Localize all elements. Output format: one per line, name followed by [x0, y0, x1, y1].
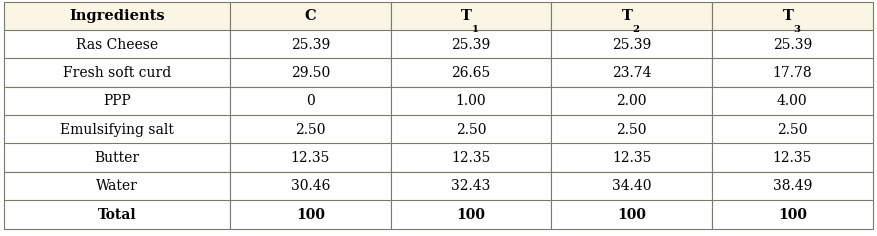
- Text: 1.00: 1.00: [456, 94, 487, 108]
- Bar: [230, 172, 391, 201]
- Bar: [4, 59, 230, 87]
- Bar: [552, 115, 712, 144]
- Text: 3: 3: [793, 25, 800, 34]
- Bar: [391, 172, 552, 201]
- Text: 25.39: 25.39: [773, 38, 812, 52]
- Text: Ingredients: Ingredients: [69, 9, 165, 23]
- Text: 17.78: 17.78: [773, 66, 812, 80]
- Text: 2.50: 2.50: [617, 122, 647, 137]
- Bar: [712, 172, 873, 201]
- Bar: [4, 30, 230, 59]
- Bar: [552, 2, 712, 31]
- Bar: [230, 59, 391, 87]
- Text: 25.39: 25.39: [291, 38, 330, 52]
- Text: 12.35: 12.35: [773, 151, 812, 165]
- Text: 2.50: 2.50: [296, 122, 325, 137]
- Bar: [552, 172, 712, 201]
- Bar: [391, 87, 552, 116]
- Bar: [712, 143, 873, 172]
- Text: Water: Water: [96, 179, 139, 193]
- Text: 23.74: 23.74: [612, 66, 652, 80]
- Bar: [391, 143, 552, 172]
- Text: 100: 100: [457, 207, 486, 222]
- Bar: [4, 2, 230, 31]
- Text: 2: 2: [632, 25, 639, 34]
- Bar: [552, 143, 712, 172]
- Text: 4.00: 4.00: [777, 94, 808, 108]
- Bar: [712, 115, 873, 144]
- Bar: [4, 172, 230, 201]
- Text: 12.35: 12.35: [612, 151, 652, 165]
- Text: Fresh soft curd: Fresh soft curd: [63, 66, 171, 80]
- Bar: [230, 87, 391, 116]
- Text: 12.35: 12.35: [291, 151, 330, 165]
- Text: Total: Total: [98, 207, 137, 222]
- Bar: [552, 200, 712, 229]
- Text: Ras Cheese: Ras Cheese: [76, 38, 159, 52]
- Text: 32.43: 32.43: [452, 179, 491, 193]
- Text: 34.40: 34.40: [612, 179, 652, 193]
- Bar: [391, 30, 552, 59]
- Bar: [391, 2, 552, 31]
- Text: PPP: PPP: [103, 94, 132, 108]
- Text: 0: 0: [306, 94, 315, 108]
- Text: 25.39: 25.39: [452, 38, 491, 52]
- Text: 25.39: 25.39: [612, 38, 652, 52]
- Text: Emulsifying salt: Emulsifying salt: [61, 122, 175, 137]
- Text: 2.00: 2.00: [617, 94, 647, 108]
- Bar: [712, 59, 873, 87]
- Bar: [391, 115, 552, 144]
- Text: 2.50: 2.50: [777, 122, 808, 137]
- Bar: [712, 30, 873, 59]
- Bar: [712, 2, 873, 31]
- Bar: [712, 87, 873, 116]
- Text: 100: 100: [778, 207, 807, 222]
- Bar: [230, 115, 391, 144]
- Text: 1: 1: [472, 25, 479, 34]
- Bar: [230, 143, 391, 172]
- Text: 30.46: 30.46: [291, 179, 330, 193]
- Bar: [712, 200, 873, 229]
- Text: T: T: [782, 9, 794, 23]
- Text: 100: 100: [296, 207, 325, 222]
- Text: 29.50: 29.50: [291, 66, 330, 80]
- Bar: [391, 200, 552, 229]
- Bar: [4, 87, 230, 116]
- Text: 26.65: 26.65: [452, 66, 491, 80]
- Bar: [552, 30, 712, 59]
- Text: T: T: [622, 9, 632, 23]
- Text: 100: 100: [617, 207, 646, 222]
- Bar: [552, 59, 712, 87]
- Text: 38.49: 38.49: [773, 179, 812, 193]
- Text: 2.50: 2.50: [456, 122, 487, 137]
- Bar: [4, 115, 230, 144]
- Bar: [552, 87, 712, 116]
- Bar: [230, 2, 391, 31]
- Text: C: C: [304, 9, 317, 23]
- Bar: [230, 30, 391, 59]
- Bar: [4, 143, 230, 172]
- Bar: [391, 59, 552, 87]
- Text: 12.35: 12.35: [452, 151, 491, 165]
- Text: T: T: [461, 9, 472, 23]
- Bar: [4, 200, 230, 229]
- Text: Butter: Butter: [95, 151, 139, 165]
- Bar: [230, 200, 391, 229]
